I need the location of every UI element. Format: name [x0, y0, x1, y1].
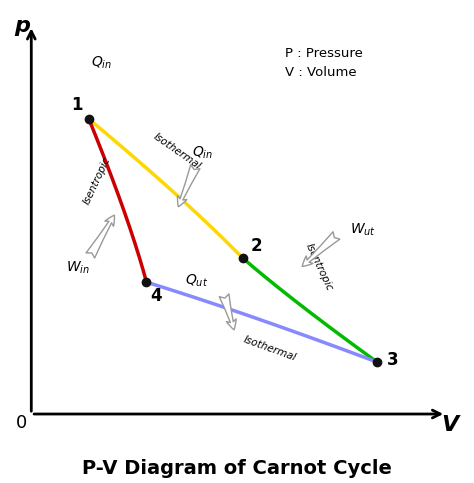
Text: P-V Diagram of Carnot Cycle: P-V Diagram of Carnot Cycle	[82, 459, 392, 478]
Text: 3: 3	[386, 352, 398, 369]
Text: Isothermal: Isothermal	[242, 334, 297, 363]
Text: V: V	[441, 415, 458, 435]
Text: 1: 1	[72, 97, 83, 114]
Text: P : Pressure
V : Volume: P : Pressure V : Volume	[285, 47, 363, 79]
Text: $Q_{in}$: $Q_{in}$	[91, 55, 112, 71]
Text: Isothermal: Isothermal	[152, 131, 203, 171]
Text: 2: 2	[250, 237, 262, 255]
Text: Isentropic: Isentropic	[81, 155, 112, 206]
Text: $Q_{ut}$: $Q_{ut}$	[185, 273, 208, 289]
Text: p: p	[14, 16, 29, 36]
Text: $Q_{in}$: $Q_{in}$	[191, 144, 213, 161]
Text: Isentropic: Isentropic	[304, 242, 335, 293]
Text: $W_{ut}$: $W_{ut}$	[350, 222, 376, 238]
Text: 4: 4	[150, 287, 162, 305]
Text: 0: 0	[16, 414, 27, 432]
Text: $W_{in}$: $W_{in}$	[66, 260, 90, 276]
